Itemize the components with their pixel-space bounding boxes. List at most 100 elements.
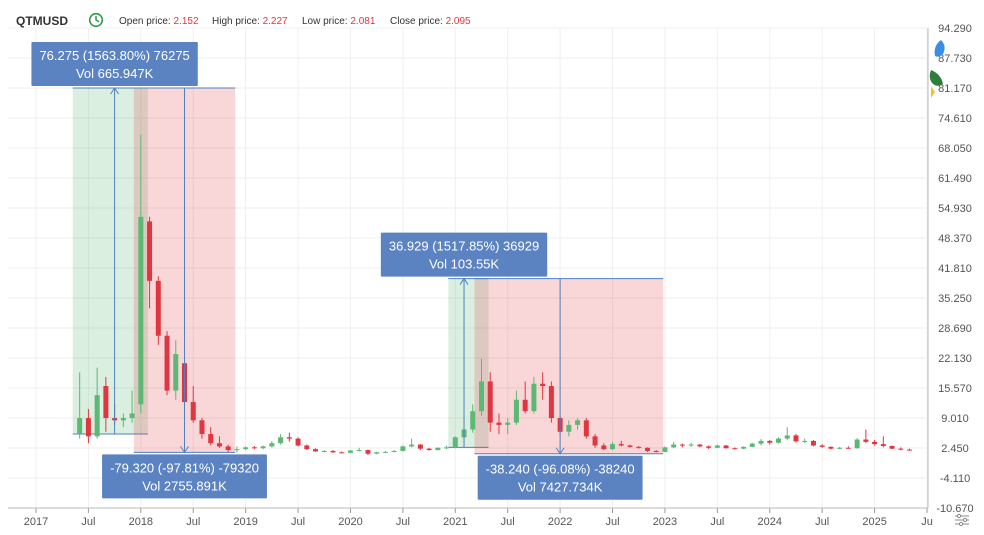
candle xyxy=(636,445,642,449)
candle xyxy=(837,446,843,450)
x-tick-label: Jul xyxy=(291,516,305,528)
candle-body xyxy=(828,446,834,449)
candle-body xyxy=(304,445,310,450)
candle xyxy=(435,447,441,451)
candle-body xyxy=(452,437,458,448)
candle-body xyxy=(365,450,371,454)
candle-body xyxy=(269,443,275,447)
y-tick-label: 61.490 xyxy=(938,173,972,185)
measure-overlays[interactable]: 76.275 (1563.80%) 76275 Vol 665.947K -79.3… xyxy=(31,42,643,500)
candle-body xyxy=(164,335,170,391)
candle xyxy=(907,448,913,451)
candle xyxy=(758,439,764,446)
low-price-label: Low price: xyxy=(302,16,348,27)
candle-body xyxy=(278,437,284,444)
candle-body xyxy=(347,450,353,453)
candle-body xyxy=(208,434,214,444)
candle-body xyxy=(592,436,598,446)
close-price-value: 2.095 xyxy=(445,16,471,27)
candle xyxy=(889,445,895,450)
candle xyxy=(610,441,616,451)
candle xyxy=(452,436,458,449)
candle-body xyxy=(845,447,851,449)
candle-body xyxy=(706,446,712,448)
candle xyxy=(819,444,825,448)
candle xyxy=(85,408,91,444)
candle xyxy=(767,439,773,445)
candle-body xyxy=(723,445,729,449)
axes: 94.290 87.730 81.170 74.610 68.050 61.490 54.9… xyxy=(8,23,974,528)
candle xyxy=(94,367,100,439)
high-price-value: 2.227 xyxy=(262,16,288,27)
measure-label-box xyxy=(31,42,198,86)
candle xyxy=(304,444,310,451)
candle-body xyxy=(583,420,589,437)
y-tick-label: 74.610 xyxy=(938,113,972,125)
candle xyxy=(575,418,581,430)
candle-body xyxy=(138,216,144,405)
settings-icon-knob xyxy=(962,517,968,523)
candle xyxy=(662,446,668,453)
x-tick-label: 2023 xyxy=(653,516,677,528)
candle xyxy=(164,331,170,396)
candle-body xyxy=(548,386,554,419)
measure-arrow-head xyxy=(555,447,565,455)
candle xyxy=(374,451,380,455)
candle-body xyxy=(776,438,781,443)
candle xyxy=(391,450,397,453)
candle-body xyxy=(758,440,764,444)
candle-body xyxy=(199,420,205,435)
candle xyxy=(199,418,205,439)
candle-body xyxy=(295,438,301,446)
y-tick-label: 22.130 xyxy=(938,353,972,365)
candle xyxy=(898,447,904,451)
candle xyxy=(854,438,860,449)
symbol-label[interactable]: QTMUSD xyxy=(16,14,68,28)
candle xyxy=(522,381,528,414)
candle xyxy=(828,446,834,450)
measure-label-line2: Vol 665.947K xyxy=(76,66,154,81)
candle-body xyxy=(566,424,572,432)
candle xyxy=(347,450,353,454)
candle-body xyxy=(540,383,546,387)
candle xyxy=(723,445,729,449)
candle-body xyxy=(653,450,659,452)
y-tick-label: 54.930 xyxy=(938,203,972,215)
candle xyxy=(190,386,196,423)
y-tick-label: 35.250 xyxy=(938,293,972,305)
close-price-label: Close price: xyxy=(390,16,443,27)
measure-label-line1: -79.320 (-97.81%) -79320 xyxy=(110,460,259,475)
y-tick-label: 68.050 xyxy=(938,143,972,155)
candle-body xyxy=(601,445,607,450)
candle-body xyxy=(190,402,196,421)
candle-body xyxy=(505,422,511,425)
settings-icon[interactable] xyxy=(955,513,969,527)
candle xyxy=(592,434,598,448)
candle-body xyxy=(898,448,904,450)
candle-body xyxy=(409,444,415,447)
candle xyxy=(356,447,362,452)
clock-icon[interactable] xyxy=(88,12,104,33)
candle xyxy=(173,340,179,400)
candle-body xyxy=(330,450,336,453)
low-price: Low price: 2.081 xyxy=(302,16,375,27)
pin-blue-icon xyxy=(934,40,945,57)
candle xyxy=(138,134,144,414)
candle xyxy=(732,447,738,450)
candle xyxy=(339,451,345,454)
candle-body xyxy=(889,445,895,449)
candle-body xyxy=(749,443,755,447)
x-tick-label: Jul xyxy=(710,516,724,528)
candle-body xyxy=(339,452,345,454)
candle xyxy=(147,216,153,309)
x-tick-label: Jul xyxy=(501,516,515,528)
candle-body xyxy=(627,445,633,447)
candle xyxy=(487,372,493,432)
candle xyxy=(208,427,214,446)
candle-body xyxy=(784,435,790,439)
candle xyxy=(741,446,747,450)
measure-label-line2: Vol 2755.891K xyxy=(142,478,227,493)
candle-body xyxy=(77,418,83,435)
y-tick-label: 87.730 xyxy=(938,53,972,65)
